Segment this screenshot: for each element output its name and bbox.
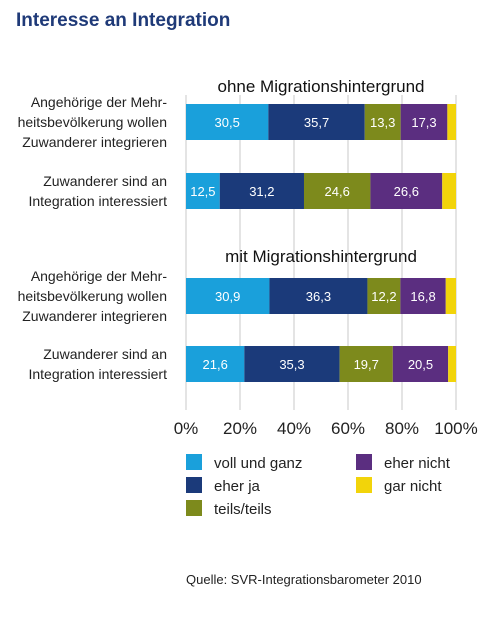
row-label-line: heitsbevölkerung wollen (18, 114, 167, 130)
row-labels: Angehörige der Mehr-heitsbevölkerung wol… (18, 94, 168, 382)
row-label-line: heitsbevölkerung wollen (18, 288, 167, 304)
row-label-line: Angehörige der Mehr- (31, 268, 168, 284)
data-label: 19,7 (354, 357, 379, 372)
data-label: 26,6 (394, 184, 419, 199)
legend-swatch (186, 454, 202, 470)
row-label-line: Angehörige der Mehr- (31, 94, 168, 110)
x-axis-ticks: 0% 20% 40% 60% 80% 100% (174, 419, 478, 438)
legend: voll und ganz eher ja teils/teils eher nich… (186, 454, 451, 518)
row-label-line: Zuwanderer sind an (43, 346, 167, 362)
x-tick-label: 60% (331, 419, 365, 438)
row-label-line: Integration interessiert (28, 193, 167, 209)
data-label: 35,3 (279, 357, 304, 372)
data-label: 35,7 (304, 115, 329, 130)
x-tick-label: 80% (385, 419, 419, 438)
row-label-line: Zuwanderer integrieren (22, 134, 167, 150)
data-label: 36,3 (306, 289, 331, 304)
bar-segment (392, 346, 449, 382)
bar-segment (370, 173, 443, 209)
row-label-line: Integration interessiert (28, 366, 167, 382)
legend-label: eher ja (214, 478, 261, 495)
bar-segment (364, 104, 401, 140)
data-label: 30,9 (215, 289, 240, 304)
bar-segment (448, 346, 456, 382)
data-label: 16,8 (410, 289, 435, 304)
data-label: 31,2 (249, 184, 274, 199)
bar-segment (186, 278, 270, 314)
data-label: 17,3 (411, 115, 436, 130)
x-tick-label: 0% (174, 419, 199, 438)
legend-swatch (356, 477, 372, 493)
legend-swatch (186, 500, 202, 516)
source-note: Quelle: SVR-Integrationsbarometer 2010 (186, 572, 422, 587)
bar-segment (268, 104, 365, 140)
group-heading: ohne Migrationshintergrund (218, 77, 425, 96)
bars: 30,5 35,7 13,3 17,3 12,5 31,2 24,6 26,6 30,9 36,3… (186, 104, 456, 382)
group-headings: ohne Migrationshintergrund mit Migrations… (218, 77, 425, 266)
bar-segment (186, 173, 220, 209)
x-tick-label: 100% (434, 419, 477, 438)
row-label-line: Zuwanderer integrieren (22, 308, 167, 324)
bar-segment (367, 278, 401, 314)
bar-segment (442, 173, 456, 209)
legend-swatch (356, 454, 372, 470)
group-heading: mit Migrationshintergrund (225, 247, 417, 266)
bar-segment (219, 173, 304, 209)
bar-segment (186, 104, 269, 140)
row-label-line: Zuwanderer sind an (43, 173, 167, 189)
legend-label: eher nicht (384, 455, 451, 472)
x-tick-label: 20% (223, 419, 257, 438)
x-tick-label: 40% (277, 419, 311, 438)
bar-segment (445, 278, 456, 314)
data-label: 20,5 (408, 357, 433, 372)
bar-segment (269, 278, 368, 314)
data-label: 12,2 (371, 289, 396, 304)
bar-segment (400, 278, 446, 314)
legend-label: gar nicht (384, 478, 442, 495)
bar-segment (400, 104, 448, 140)
data-label: 24,6 (325, 184, 350, 199)
bar-segment (339, 346, 393, 382)
bar-segment (186, 346, 245, 382)
legend-swatch (186, 477, 202, 493)
bar-segment (244, 346, 340, 382)
chart-title: Interesse an Integration (16, 10, 231, 31)
bar-segment (303, 173, 371, 209)
bar-segment (447, 104, 456, 140)
data-label: 21,6 (203, 357, 228, 372)
data-label: 13,3 (370, 115, 395, 130)
data-label: 12,5 (190, 184, 215, 199)
legend-label: voll und ganz (214, 455, 302, 472)
data-label: 30,5 (215, 115, 240, 130)
legend-label: teils/teils (214, 501, 272, 518)
